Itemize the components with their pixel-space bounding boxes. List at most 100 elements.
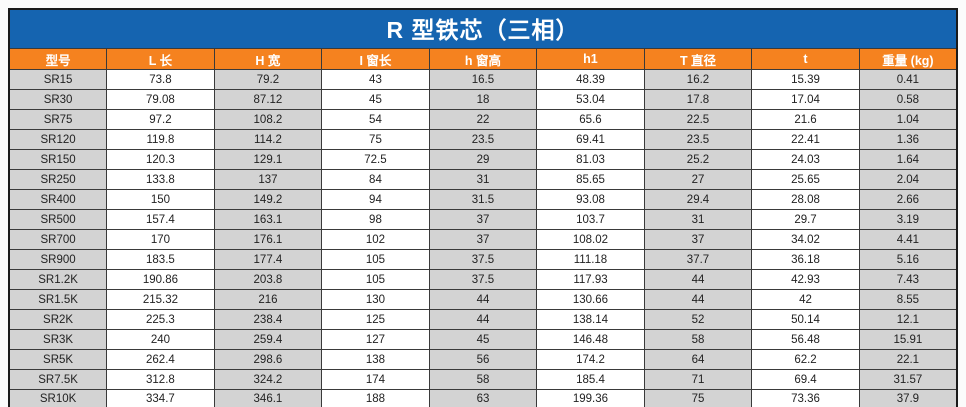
value-cell: 176.1 [213,229,323,250]
table-row: SR1.5K 215.32 216 130 44 130.66 44 42 8.55 [8,289,958,310]
table-row: SR400 150 149.2 94 31.5 93.08 29.4 28.08 2.66 [8,189,958,210]
value-cell: 98 [321,209,430,230]
value-cell: 37.7 [643,249,753,270]
value-cell: 42.93 [751,269,860,290]
value-cell: 103.7 [536,209,645,230]
value-cell: 2.04 [858,169,958,190]
value-cell: 81.03 [536,149,645,170]
model-cell: SR900 [8,249,108,270]
value-cell: 138.14 [536,309,645,330]
table-row: SR30 79.08 87.12 45 18 53.04 17.8 17.04 0.58 [8,89,958,110]
model-cell: SR3K [8,329,108,350]
column-header-2: H 宽 [213,48,323,70]
value-cell: 18 [428,89,538,110]
value-cell: 44 [643,289,753,310]
value-cell: 44 [643,269,753,290]
value-cell: 79.2 [213,69,323,90]
value-cell: 25.65 [751,169,860,190]
value-cell: 111.18 [536,249,645,270]
value-cell: 36.18 [751,249,860,270]
value-cell: 58 [643,329,753,350]
value-cell: 346.1 [213,389,323,407]
value-cell: 50.14 [751,309,860,330]
value-cell: 216 [213,289,323,310]
value-cell: 54 [321,109,430,130]
value-cell: 34.02 [751,229,860,250]
value-cell: 334.7 [106,389,215,407]
value-cell: 157.4 [106,209,215,230]
value-cell: 37 [428,229,538,250]
value-cell: 215.32 [106,289,215,310]
value-cell: 1.64 [858,149,958,170]
value-cell: 8.55 [858,289,958,310]
value-cell: 0.58 [858,89,958,110]
value-cell: 120.3 [106,149,215,170]
table-row: SR900 183.5 177.4 105 37.5 111.18 37.7 36.18 5.1… [8,249,958,270]
value-cell: 240 [106,329,215,350]
table-body: SR15 73.8 79.2 43 16.5 48.39 16.2 15.39 0.41 SR30… [8,69,958,407]
value-cell: 149.2 [213,189,323,210]
model-cell: SR1.2K [8,269,108,290]
value-cell: 146.48 [536,329,645,350]
column-header-1: L 长 [106,48,215,70]
column-header-4: h 窗高 [428,48,538,70]
value-cell: 29.4 [643,189,753,210]
model-cell: SR10K [8,389,108,407]
value-cell: 108.02 [536,229,645,250]
value-cell: 238.4 [213,309,323,330]
value-cell: 73.8 [106,69,215,90]
value-cell: 15.91 [858,329,958,350]
value-cell: 1.36 [858,129,958,150]
model-cell: SR2K [8,309,108,330]
value-cell: 37.5 [428,249,538,270]
value-cell: 174.2 [536,349,645,370]
table-row: SR3K 240 259.4 127 45 146.48 58 56.48 15.91 [8,329,958,350]
table-row: SR250 133.8 137 84 31 85.65 27 25.65 2.04 [8,169,958,190]
value-cell: 56 [428,349,538,370]
value-cell: 22.5 [643,109,753,130]
table-row: SR10K 334.7 346.1 188 63 199.36 75 73.36 37.9 [8,389,958,407]
value-cell: 27 [643,169,753,190]
value-cell: 2.66 [858,189,958,210]
value-cell: 64 [643,349,753,370]
value-cell: 16.2 [643,69,753,90]
model-cell: SR15 [8,69,108,90]
value-cell: 108.2 [213,109,323,130]
value-cell: 52 [643,309,753,330]
value-cell: 16.5 [428,69,538,90]
model-cell: SR150 [8,149,108,170]
value-cell: 185.4 [536,369,645,390]
column-header-0: 型号 [8,48,108,70]
value-cell: 58 [428,369,538,390]
value-cell: 48.39 [536,69,645,90]
table-row: SR15 73.8 79.2 43 16.5 48.39 16.2 15.39 0.41 [8,69,958,90]
table-row: SR150 120.3 129.1 72.5 29 81.03 25.2 24.03 1.64 [8,149,958,170]
value-cell: 138 [321,349,430,370]
model-cell: SR500 [8,209,108,230]
value-cell: 79.08 [106,89,215,110]
value-cell: 85.65 [536,169,645,190]
value-cell: 31 [643,209,753,230]
model-cell: SR700 [8,229,108,250]
model-cell: SR30 [8,89,108,110]
value-cell: 7.43 [858,269,958,290]
value-cell: 65.6 [536,109,645,130]
value-cell: 4.41 [858,229,958,250]
value-cell: 24.03 [751,149,860,170]
value-cell: 324.2 [213,369,323,390]
value-cell: 62.2 [751,349,860,370]
value-cell: 56.48 [751,329,860,350]
value-cell: 45 [428,329,538,350]
value-cell: 25.2 [643,149,753,170]
value-cell: 102 [321,229,430,250]
value-cell: 12.1 [858,309,958,330]
value-cell: 37 [643,229,753,250]
value-cell: 94 [321,189,430,210]
value-cell: 119.8 [106,129,215,150]
value-cell: 127 [321,329,430,350]
value-cell: 133.8 [106,169,215,190]
value-cell: 37.9 [858,389,958,407]
value-cell: 29 [428,149,538,170]
